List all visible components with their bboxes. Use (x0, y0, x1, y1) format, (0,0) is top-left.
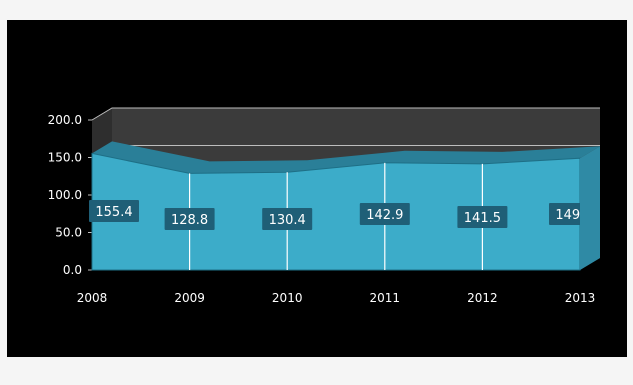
gridline (91, 107, 600, 121)
y-axis: 0.0 50.0 100.0 150.0 200.0 (48, 113, 82, 277)
data-label: 141.5 (457, 206, 508, 228)
data-label-text: 141.5 (464, 211, 501, 226)
data-label: 142.9 (359, 203, 410, 225)
y-tick-label: 50.0 (55, 226, 82, 240)
x-tick-label: 2008 (77, 291, 108, 305)
area-right-face (580, 146, 600, 270)
x-tick-label: 2011 (370, 291, 401, 305)
y-tick-label: 150.0 (48, 151, 82, 165)
x-tick-label: 2010 (272, 291, 303, 305)
data-label-text: 142.9 (366, 208, 403, 223)
area-top-surface (92, 141, 600, 174)
data-label-text: 130.4 (269, 213, 306, 228)
x-axis: 2008 2009 2010 2011 2012 2013 (77, 291, 596, 305)
data-label: 128.8 (164, 208, 215, 230)
x-tick-label: 2013 (565, 291, 596, 305)
data-label-text: 155.4 (95, 205, 132, 220)
x-tick-label: 2012 (467, 291, 498, 305)
data-label-text: 128.8 (171, 213, 208, 228)
y-tick-label: 0.0 (63, 263, 82, 277)
data-labels: 155.4 128.8 130.4 142.9 141.5 149.1 (89, 200, 599, 230)
y-tick-label: 200.0 (48, 113, 82, 127)
x-tick-label: 2009 (174, 291, 205, 305)
y-tick-label: 100.0 (48, 188, 82, 202)
data-label: 155.4 (89, 200, 139, 222)
data-label: 130.4 (262, 208, 313, 230)
